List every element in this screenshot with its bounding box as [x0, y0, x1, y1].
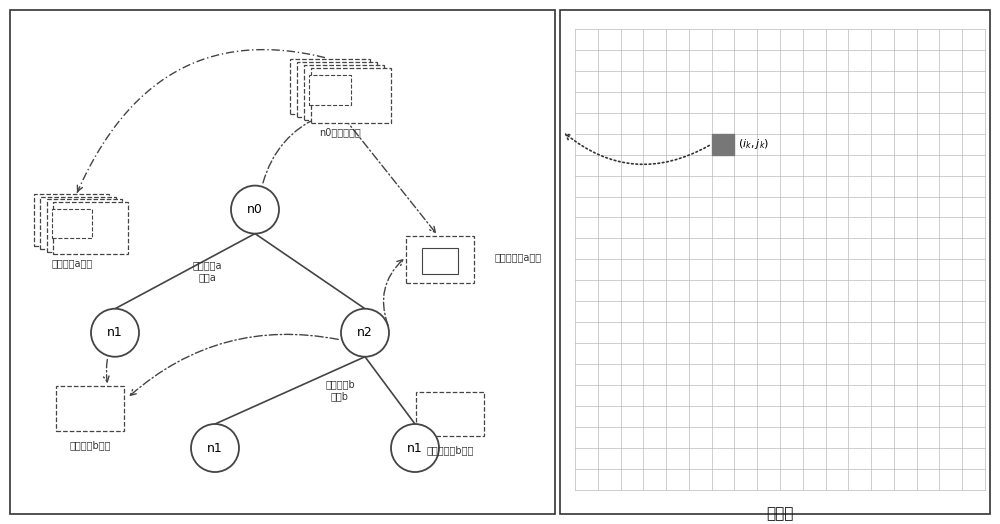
Ellipse shape [341, 309, 389, 357]
Bar [416, 392, 484, 436]
Bar [712, 134, 734, 155]
Ellipse shape [231, 185, 279, 234]
Ellipse shape [391, 424, 439, 472]
Text: 特征组合a
边界a: 特征组合a 边界a [192, 260, 222, 282]
Bar [290, 59, 370, 114]
Bar [52, 209, 92, 238]
Text: n1: n1 [107, 326, 123, 339]
Ellipse shape [191, 424, 239, 472]
Bar [311, 69, 391, 124]
Text: n0处实例集合: n0处实例集合 [319, 127, 361, 137]
Bar [560, 10, 990, 514]
Text: n1: n1 [207, 442, 223, 454]
Bar [40, 196, 116, 249]
Text: 不满足边界a实例: 不满足边界a实例 [495, 252, 542, 262]
Bar [46, 199, 122, 252]
Text: n0: n0 [247, 203, 263, 216]
Bar [309, 74, 351, 105]
Text: 满足边界b实例: 满足边界b实例 [69, 440, 111, 450]
Bar [56, 387, 124, 431]
Bar [10, 10, 555, 514]
Bar [406, 236, 474, 283]
Ellipse shape [91, 309, 139, 357]
Text: n1: n1 [407, 442, 423, 454]
Text: n2: n2 [357, 326, 373, 339]
Text: $(i_k, j_k)$: $(i_k, j_k)$ [738, 137, 769, 151]
Bar [297, 62, 377, 117]
Text: 特征组合b
边界b: 特征组合b 边界b [325, 379, 355, 401]
Bar [304, 66, 384, 121]
Bar [52, 202, 128, 254]
Text: 不满足边界b实例: 不满足边界b实例 [426, 445, 474, 455]
Text: 满足边界a实例: 满足边界a实例 [51, 258, 93, 268]
Text: 采样点: 采样点 [766, 506, 794, 521]
Bar [422, 248, 458, 274]
Bar [34, 194, 109, 246]
